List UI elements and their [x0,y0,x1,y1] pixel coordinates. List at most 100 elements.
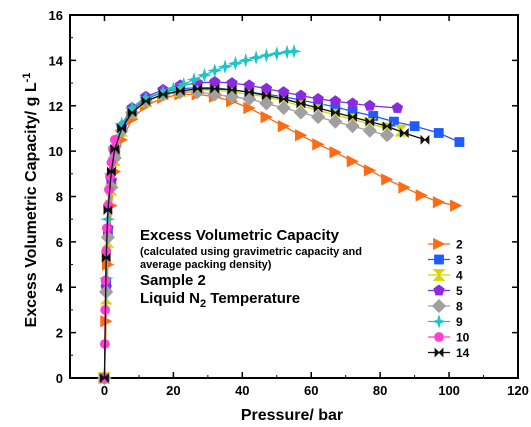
y-tick-label: 4 [56,280,64,295]
data-point-3 [433,128,444,138]
annotation-temperature-main: Liquid N [140,290,200,307]
x-tick-label: 80 [373,383,387,398]
data-point-14 [420,134,430,145]
annotation-temperature-end: Temperature [206,290,300,307]
data-point-8 [276,100,291,116]
x-axis: 0 20 40 60 80 100 120 [69,15,529,398]
data-point-5 [312,92,324,104]
data-point-8 [345,119,360,134]
data-point-8 [379,128,395,143]
data-point-2 [363,164,377,177]
data-point-14 [244,87,254,98]
series-14 [100,83,430,383]
data-point-14 [279,93,289,104]
y-tick-label: 16 [49,8,63,23]
data-point-14 [193,83,202,94]
data-point-14 [348,112,357,123]
data-point-14 [100,373,109,383]
legend-item-9: 9 [428,314,463,329]
data-point-3 [409,121,420,132]
data-point-8 [259,96,274,111]
data-point-8 [362,123,377,138]
annotation-temperature-sub: 2 [200,298,206,310]
data-point-14 [158,89,168,100]
data-point-14 [210,83,220,94]
data-point-14 [103,205,113,216]
data-point-8 [293,105,308,120]
data-point-5 [243,79,255,91]
data-point-9 [238,53,254,68]
x-tick-label: 120 [507,383,529,398]
legend-item-4: 4 [428,269,463,283]
data-point-9 [269,46,285,61]
data-point-9 [124,100,140,116]
data-point-2 [450,199,463,212]
data-point-5 [364,99,376,111]
annotation-note-2: average packing density) [140,259,272,271]
x-tick-label: 40 [235,383,249,398]
legend-marker [433,237,446,251]
data-point-10 [106,157,117,168]
legend-item-5: 5 [428,284,463,298]
x-tick-label: 20 [166,383,180,398]
series-layer [97,43,465,386]
data-point-5 [346,97,359,109]
data-point-8 [328,114,343,129]
legend-item-14: 14 [428,346,470,360]
plot-border [69,14,519,379]
data-point-9 [248,50,264,66]
data-point-9 [207,63,223,78]
y-tick-label: 14 [49,53,64,68]
y-tick-label: 10 [49,144,63,159]
y-tick-label: 6 [56,235,63,250]
y-tick-label: 8 [56,190,63,205]
plot-frame [69,14,519,379]
data-point-2 [415,189,428,202]
data-point-8 [311,110,326,125]
data-point-14 [399,128,409,138]
y-tick-label: 0 [56,371,63,386]
data-point-14 [330,107,340,118]
data-point-14 [227,84,237,95]
data-point-14 [106,166,116,177]
data-point-5 [295,89,307,101]
data-point-2 [381,173,394,186]
legend-label: 5 [456,284,463,298]
data-point-3 [454,137,465,147]
data-point-2 [398,181,411,194]
data-point-5 [209,75,221,87]
y-axis: 0 2 4 6 8 10 12 14 16 [49,8,518,386]
legend-marker [434,347,444,358]
data-point-9 [286,43,302,59]
y-axis-label: Excess Volumetric Capacity/ g L-1 [21,73,40,328]
legend-marker [431,314,447,329]
y-axis-label-main: Excess Volumetric Capacity/ g L [23,82,40,327]
data-point-14 [117,123,127,134]
legend-marker [431,298,447,314]
legend-item-8: 8 [428,298,463,314]
legend-label: 9 [456,315,463,329]
data-point-9 [138,90,154,106]
x-axis-label: Pressure/ bar [241,407,343,424]
data-point-14 [365,116,375,127]
annotation-title: Excess Volumetric Capacity [140,227,340,244]
data-point-2 [260,110,273,124]
legend-marker [434,254,444,265]
data-point-5 [391,102,404,113]
data-point-3 [389,116,399,127]
legend-label: 8 [456,300,463,314]
legend-marker [432,269,446,281]
data-point-14 [141,96,151,107]
x-tick-label: 60 [304,383,318,398]
legend-item-2: 2 [428,238,463,252]
x-tick-label: 0 [101,383,108,398]
data-point-14 [110,143,120,154]
data-point-5 [260,82,273,94]
data-point-2 [312,138,325,151]
data-point-2 [277,120,291,133]
data-point-9 [259,48,274,63]
data-point-2 [432,196,446,209]
annotation-sample: Sample 2 [140,272,206,289]
data-point-9 [217,59,233,75]
